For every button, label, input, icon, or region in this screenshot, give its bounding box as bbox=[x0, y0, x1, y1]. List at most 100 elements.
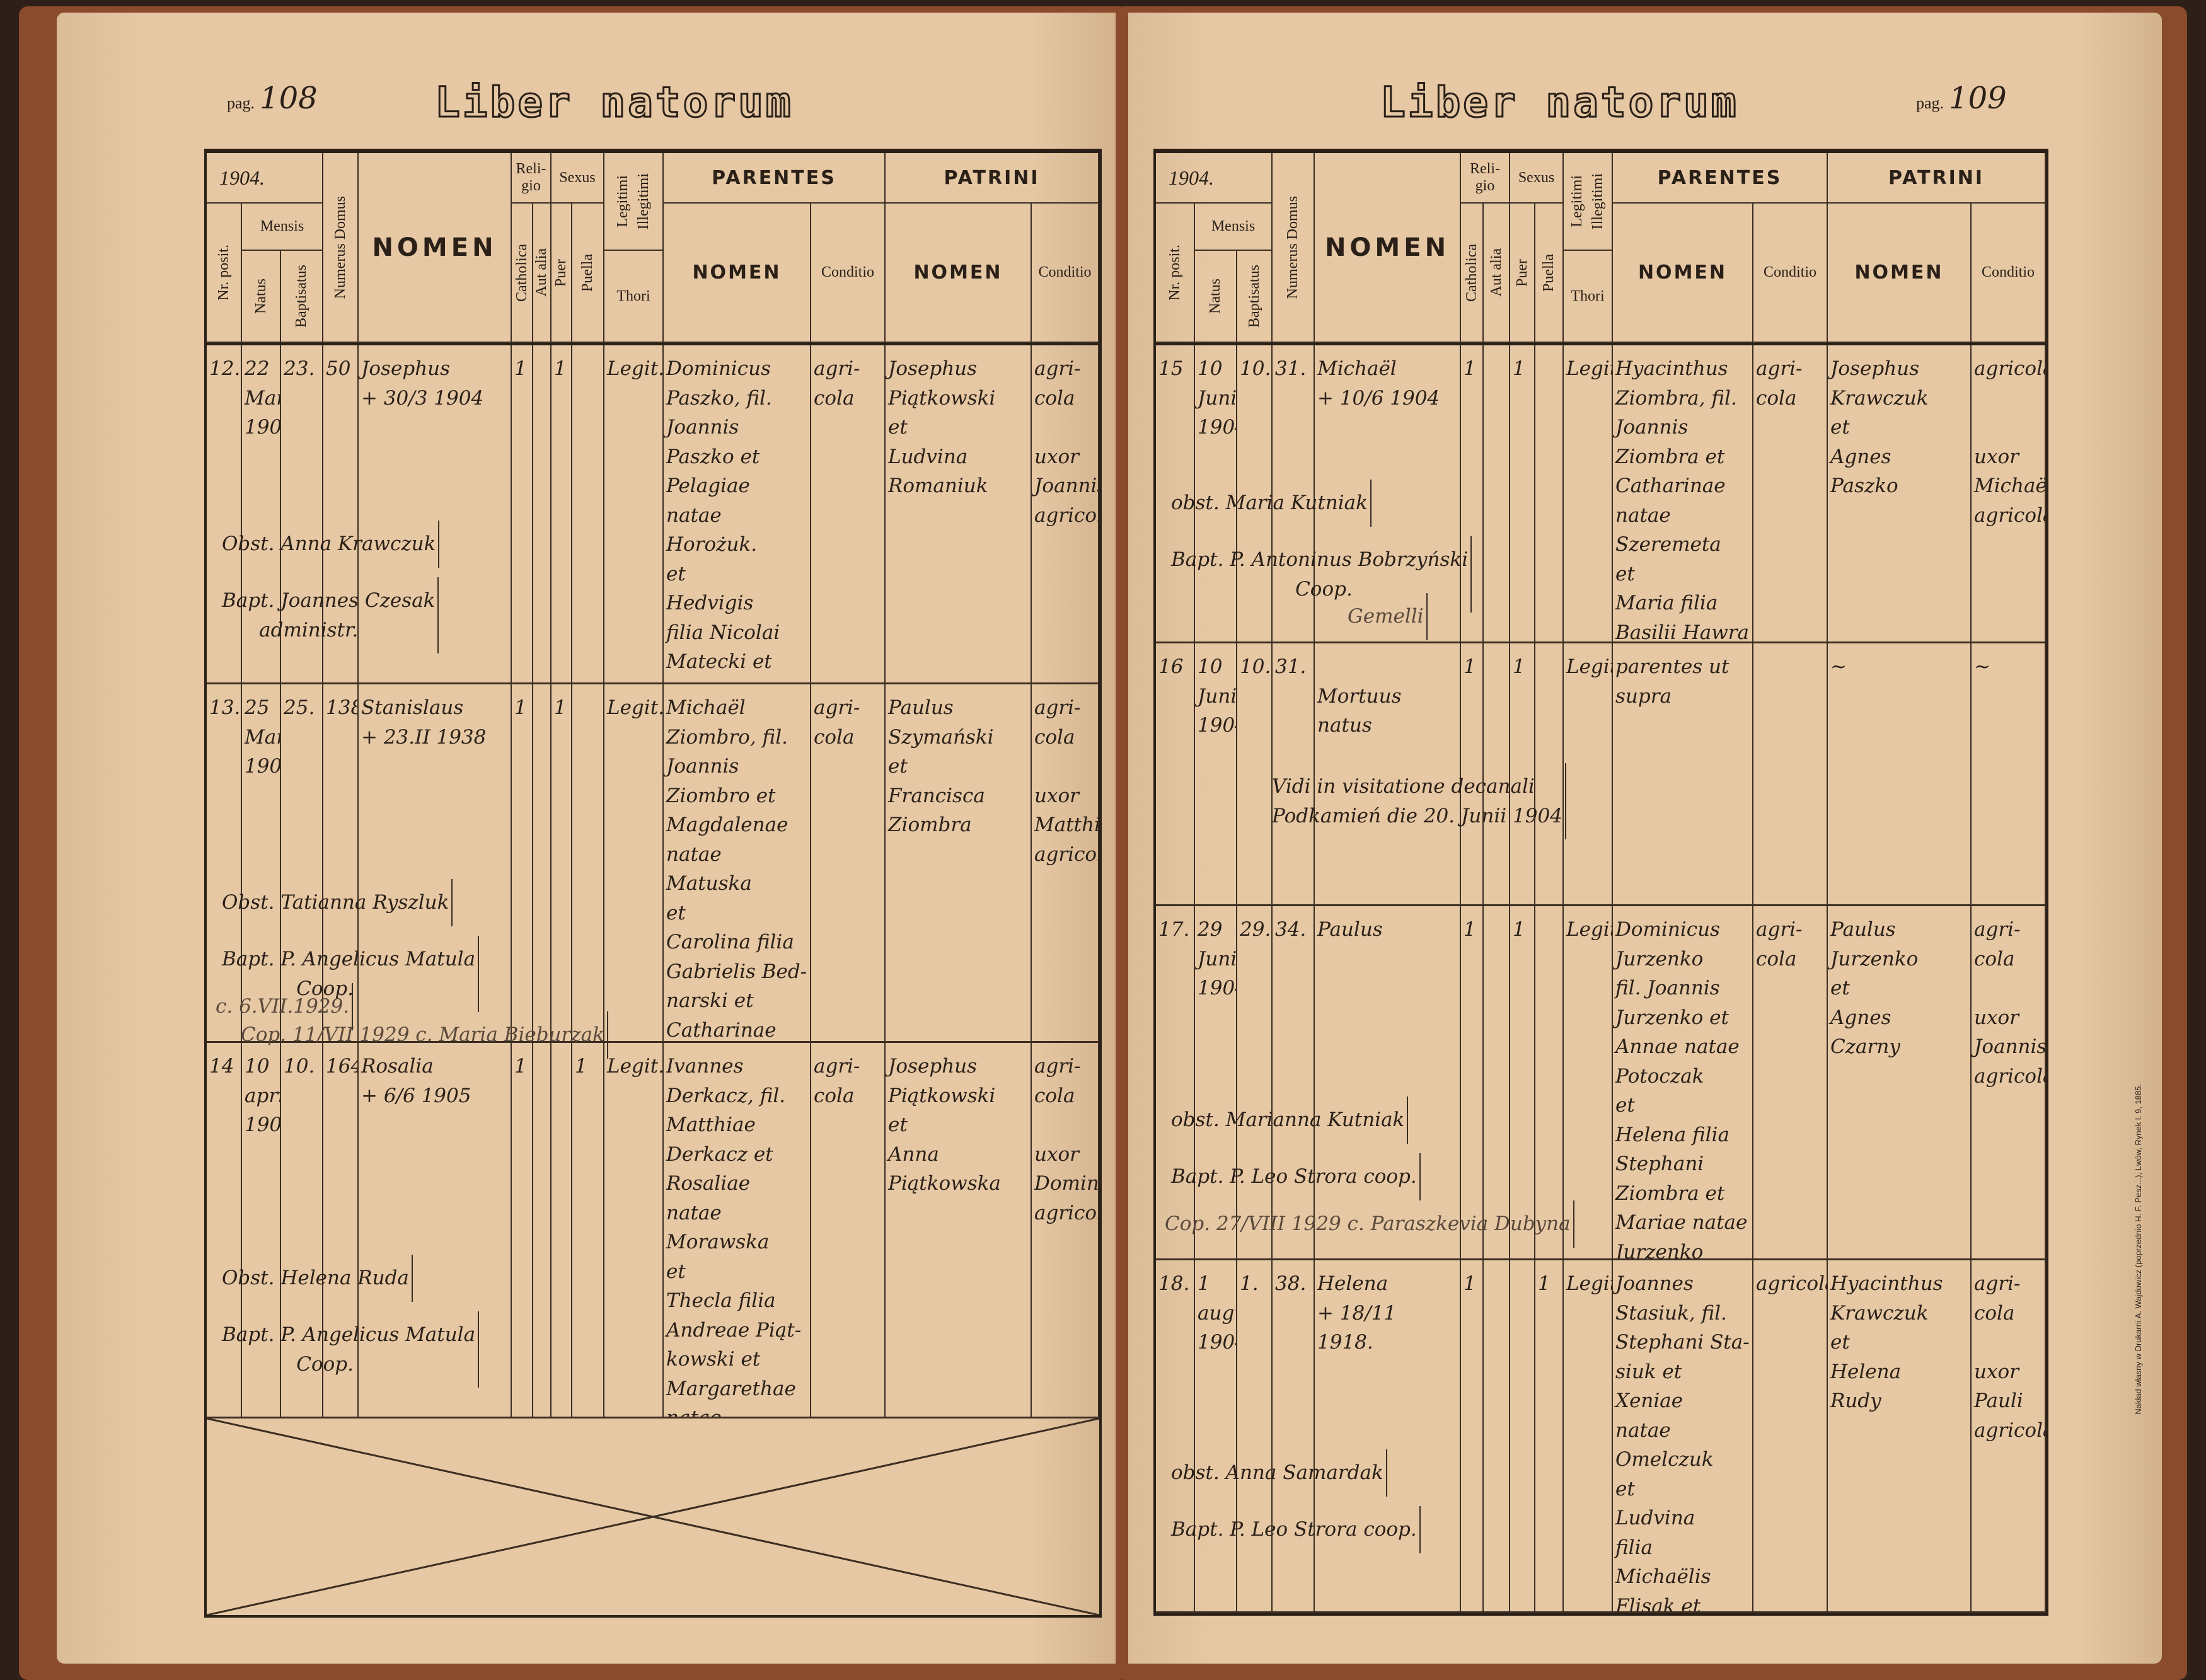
cell-nr: 15 bbox=[1156, 345, 1195, 642]
cell-patrini-nomen: ~ bbox=[1828, 643, 1972, 904]
cell-nr: 14 bbox=[207, 1043, 242, 1417]
header-parentes-nomen-label: NOMEN bbox=[1637, 262, 1728, 284]
header-thori: Thori bbox=[604, 251, 664, 343]
header-puer: Puer bbox=[1510, 204, 1535, 343]
header-parentes-nomen: NOMEN bbox=[664, 204, 811, 343]
header-nomen-label: NOMEN bbox=[372, 233, 497, 262]
cell-parentes-conditio: agricola bbox=[1753, 1260, 1828, 1611]
cell-aut-alia bbox=[1484, 345, 1510, 642]
cell-puella bbox=[1535, 345, 1564, 642]
cell-thori: Legit. bbox=[1564, 643, 1613, 904]
cell-nr: 17. bbox=[1156, 906, 1195, 1258]
cell-aut-alia bbox=[533, 684, 552, 1041]
cell-puer: 1 bbox=[1510, 906, 1535, 1258]
header-mensis-label: Mensis bbox=[260, 218, 304, 234]
left-page: pag. 108 Liber natorum 1904. Nr. posit. Men… bbox=[57, 13, 1116, 1664]
cell-patrini-nomen: Paulus Szymański et Francisca Ziombra bbox=[886, 684, 1032, 1041]
cell-parentes-nomen: parentes ut supra bbox=[1613, 643, 1753, 904]
cell-parentes-nomen: Michaël Ziombro, fil. Joannis Ziombro et… bbox=[664, 684, 811, 1041]
cell-aut-alia bbox=[1484, 906, 1510, 1258]
header-nomen: NOMEN bbox=[1315, 153, 1461, 343]
header-parentes-label: PARENTES bbox=[712, 166, 836, 189]
header-legitimi: Legitimi Illegitimi bbox=[1564, 153, 1613, 251]
header-sexus-label: Sexus bbox=[1518, 169, 1555, 186]
cell-parentes-conditio: agri- cola bbox=[1753, 345, 1828, 642]
header-nomen-label: NOMEN bbox=[1324, 233, 1450, 262]
register-entry: 13.25 Martii 190425.138.Stanislaus + 23.… bbox=[207, 684, 1099, 1059]
cell-nomen: Josephus + 30/3 1904 bbox=[359, 345, 512, 682]
cell-natus: 29 Junii 1904 bbox=[1195, 906, 1237, 1258]
header-sexus: Sexus bbox=[552, 153, 604, 204]
cell-nr: 18. bbox=[1156, 1260, 1195, 1611]
cell-puella: 1 bbox=[1535, 1260, 1564, 1611]
cell-catholica: 1 bbox=[512, 1043, 533, 1417]
cell-baptisatus: 29. bbox=[1237, 906, 1273, 1258]
cell-natus: 10 Junii 1904 bbox=[1195, 643, 1237, 904]
header-legitimi: Legitimi Illegitimi bbox=[604, 153, 664, 251]
page-title: Liber natorum bbox=[434, 78, 794, 128]
header-legitimi-label: Legitimi bbox=[1569, 175, 1585, 227]
cell-catholica: 1 bbox=[512, 684, 533, 1041]
cell-puella bbox=[572, 345, 604, 682]
cell-domus: 138. bbox=[323, 684, 359, 1041]
cell-puer: 1 bbox=[552, 345, 572, 682]
page-number-left: pag. 108 bbox=[227, 81, 318, 116]
cell-patrini-conditio: agri- cola uxor Matthiae agricolae bbox=[1032, 684, 1099, 1041]
header-religio: Reli-gio bbox=[512, 153, 552, 204]
baptizer-line: Bapt. Joannes Czesak administr. bbox=[219, 577, 439, 653]
header-puella: Puella bbox=[1535, 204, 1564, 343]
cell-puer bbox=[552, 1043, 572, 1417]
cell-thori: Legit. bbox=[604, 684, 664, 1041]
header-puer-label: Puer bbox=[1513, 258, 1530, 287]
cell-catholica: 1 bbox=[1461, 1260, 1484, 1611]
header-year: 1904. bbox=[1156, 153, 1273, 204]
header-domus: Numerus Domus bbox=[1273, 153, 1315, 343]
header-baptisatus-label: Baptisatus bbox=[293, 265, 309, 328]
register-entry: 17.29 Junii 190429.34.Paulus11Legit.Domi… bbox=[1156, 906, 2046, 1260]
header-patrini-nomen-label: NOMEN bbox=[1854, 262, 1944, 284]
cell-puella bbox=[1535, 906, 1564, 1258]
cell-nr: 12. bbox=[207, 345, 242, 682]
header-patrini-nomen: NOMEN bbox=[1828, 204, 1972, 343]
header-baptisatus: Baptisatus bbox=[281, 251, 323, 343]
header-illegitimi-label: Illegitimi bbox=[1590, 173, 1606, 230]
cell-parentes-nomen: Dominicus Jurzenko fil. Joannis Jurzenko… bbox=[1613, 906, 1753, 1258]
header-thori: Thori bbox=[1564, 251, 1613, 343]
header-patrini-conditio-label: Conditio bbox=[1038, 264, 1092, 280]
cell-nomen: Mortuus natus bbox=[1315, 643, 1461, 904]
baptizer-line: Bapt. P. Angelicus Matula Coop. bbox=[219, 1311, 480, 1388]
cell-catholica: 1 bbox=[512, 345, 533, 682]
cell-aut-alia bbox=[533, 345, 552, 682]
header-catholica: Catholica bbox=[512, 204, 533, 343]
cell-patrini-nomen: Josephus Krawczuk et Agnes Paszko bbox=[1828, 345, 1972, 642]
cell-parentes-conditio: agri- cola bbox=[811, 1043, 886, 1417]
cell-parentes-nomen: Dominicus Paszko, fil. Joannis Paszko et… bbox=[664, 345, 811, 682]
table-header: 1904. Nr. posit. Mensis Natus Baptisatus Nume… bbox=[1156, 153, 2046, 345]
cell-natus: 10 aprilis 1904 bbox=[242, 1043, 281, 1417]
header-nr: Nr. posit. bbox=[1156, 204, 1195, 343]
header-nr-label: Nr. posit. bbox=[1166, 245, 1183, 301]
header-puer: Puer bbox=[552, 204, 572, 343]
baptizer-line: Bapt. P. Angelicus Matula Coop. bbox=[219, 936, 480, 1012]
header-puella: Puella bbox=[572, 204, 604, 343]
cell-patrini-conditio: ~ bbox=[1972, 643, 2046, 904]
cell-patrini-conditio: agri- cola uxor Dominici agricolae bbox=[1032, 1043, 1099, 1417]
header-religio-label: Reli-gio bbox=[516, 161, 546, 194]
header-catholica: Catholica bbox=[1461, 204, 1484, 343]
header-sexus: Sexus bbox=[1510, 153, 1564, 204]
cell-catholica: 1 bbox=[1461, 906, 1484, 1258]
header-natus-label: Natus bbox=[252, 279, 269, 314]
header-domus-label: Numerus Domus bbox=[332, 195, 349, 299]
page-number: 108 bbox=[260, 81, 318, 116]
header-parentes: PARENTES bbox=[664, 153, 886, 204]
header-patrini-nomen: NOMEN bbox=[886, 204, 1032, 343]
header-parentes-conditio-label: Conditio bbox=[1763, 264, 1816, 280]
cell-puella bbox=[572, 684, 604, 1041]
header-patrini-nomen-label: NOMEN bbox=[913, 262, 1003, 284]
cell-patrini-conditio: agricola uxor Michaëlis agricolae bbox=[1972, 345, 2046, 642]
header-baptisatus: Baptisatus bbox=[1237, 251, 1273, 343]
cell-baptisatus: 10. bbox=[1237, 345, 1273, 642]
cell-baptisatus: 10. bbox=[1237, 643, 1273, 904]
